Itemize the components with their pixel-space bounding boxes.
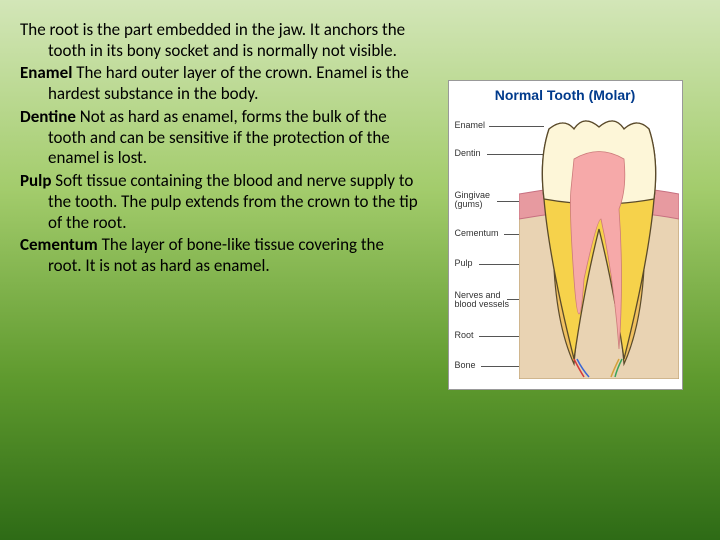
label-pulp: Pulp	[455, 259, 473, 268]
label-bone: Bone	[455, 361, 476, 370]
desc-dentine: Not as hard as enamel, forms the bulk of…	[48, 106, 390, 168]
label-enamel: Enamel	[455, 121, 486, 130]
diagram-column: Normal Tooth (Molar) Enamel Dentin Gingi…	[430, 20, 700, 520]
para-enamel: Enamel The hard outer layer of the crown…	[20, 63, 420, 104]
label-root: Root	[455, 331, 474, 340]
tooth-diagram: Normal Tooth (Molar) Enamel Dentin Gingi…	[448, 80, 683, 390]
label-gingivae: Gingivae (gums)	[455, 191, 500, 210]
label-dentin: Dentin	[455, 149, 481, 158]
label-nerves: Nerves and blood vessels	[455, 291, 510, 310]
para-pulp: Pulp Soft tissue containing the blood an…	[20, 171, 420, 233]
para-root: The root is the part embedded in the jaw…	[20, 20, 420, 61]
term-enamel: Enamel	[20, 62, 72, 83]
desc-cementum: The layer of bone-like tissue covering t…	[48, 234, 384, 276]
term-pulp: Pulp	[20, 170, 51, 191]
desc-pulp: Soft tissue containing the blood and ner…	[48, 170, 418, 232]
tooth-svg	[519, 109, 679, 379]
text-column: The root is the part embedded in the jaw…	[20, 20, 430, 520]
para-cementum: Cementum The layer of bone-like tissue c…	[20, 235, 420, 276]
para-dentine: Dentine Not as hard as enamel, forms the…	[20, 107, 420, 169]
term-cementum: Cementum	[20, 234, 98, 255]
diagram-title: Normal Tooth (Molar)	[449, 81, 682, 107]
label-cementum: Cementum	[455, 229, 499, 238]
term-dentine: Dentine	[20, 106, 76, 127]
desc-enamel: The hard outer layer of the crown. Ename…	[48, 62, 409, 104]
